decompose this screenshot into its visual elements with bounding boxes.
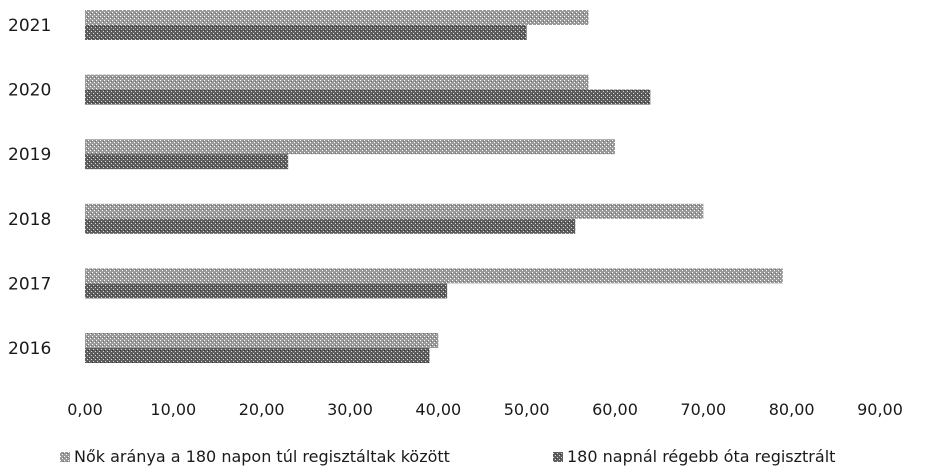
category-label-2018: 2018 [8,210,51,230]
x-tick-label: 20,00 [239,400,285,419]
legend-swatch-series-1 [60,452,70,462]
bar-2020-series-1 [85,74,589,90]
bar-2019-series-1 [85,139,615,155]
bar-2021-series-1 [85,10,589,25]
x-tick-label: 10,00 [150,400,196,419]
x-tick-label: 0,00 [67,400,103,419]
category-label-2021: 2021 [8,16,51,36]
legend-label-series-1: Nők aránya a 180 napon túl regisztáltak … [74,447,450,466]
legend-label-series-2: 180 napnál régebb óta regisztrált [567,447,835,466]
x-tick-label: 30,00 [327,400,373,419]
category-label-2017: 2017 [8,274,51,294]
bar-2017-series-2 [85,283,448,299]
x-tick-label: 40,00 [415,400,461,419]
bar-2020-series-2 [85,89,651,105]
x-tick-label: 70,00 [680,400,726,419]
category-label-2016: 2016 [8,339,51,359]
bar-2016-series-1 [85,333,439,348]
category-label-2020: 2020 [8,81,51,101]
x-tick-label: 60,00 [592,400,638,419]
x-tick-label: 90,00 [857,400,903,419]
category-label-2019: 2019 [8,145,51,165]
bar-2019-series-2 [85,154,289,170]
bars-group [85,10,783,363]
bar-2017-series-1 [85,268,783,284]
x-tick-label: 80,00 [769,400,815,419]
x-axis-ticks: 0,00 10,00 20,00 30,00 40,00 50,00 60,00 70,00 8… [67,400,903,419]
category-labels: 2021 2020 2019 2018 2017 2016 [8,16,51,359]
x-tick-label: 50,00 [504,400,550,419]
legend: Nők aránya a 180 napon túl regisztáltak … [60,447,835,466]
bar-2016-series-2 [85,348,430,363]
bar-2018-series-2 [85,218,576,234]
legend-swatch-series-2 [553,452,563,462]
bar-2021-series-2 [85,25,527,40]
bar-2018-series-1 [85,203,704,219]
